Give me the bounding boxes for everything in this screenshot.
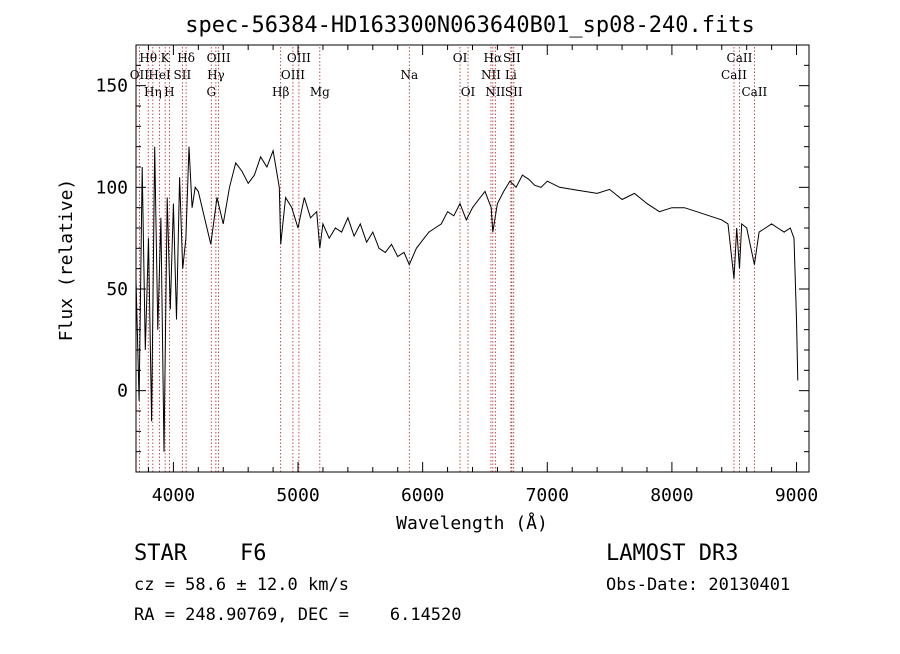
spectral-line-caii-label: CaII	[721, 68, 747, 82]
chart-title: spec-56384-HD163300N063640B01_sp08-240.f…	[185, 13, 755, 38]
ra-dec-coordinates: RA = 248.90769, DEC = 6.14520	[134, 605, 462, 625]
y-tick-label: 100	[95, 177, 128, 198]
flux-series-line	[135, 146, 799, 452]
x-tick-label: 4000	[152, 485, 195, 506]
y-tick-label: 0	[117, 381, 128, 402]
spectral-line-hθ-label: Hθ	[139, 51, 157, 65]
survey-name: LAMOST DR3	[606, 541, 738, 566]
x-axis-label: Wavelength (Å)	[396, 512, 548, 534]
spectral-line-li-label: Li	[505, 68, 517, 82]
object-class: STAR	[134, 541, 188, 566]
spectral-line-hei-label: HeI	[148, 68, 171, 82]
object-subclass: F6	[240, 541, 267, 566]
spectral-line-hδ-label: Hδ	[177, 51, 195, 65]
redshift-cz: cz = 58.6 ± 12.0 km/s	[134, 575, 349, 595]
plot-frame	[135, 44, 810, 473]
x-tick-label: 5000	[276, 485, 319, 506]
spectral-line-oi-label: OI	[453, 51, 468, 65]
spectral-line-k-label: K	[161, 51, 171, 65]
spectral-line-na-label: Na	[400, 68, 418, 82]
spectral-line-sii-label: SII	[503, 51, 521, 65]
spectral-line-sii-label: SII	[174, 68, 192, 82]
y-axis-label: Flux (relative)	[56, 179, 77, 342]
observation-date: Obs-Date: 20130401	[606, 575, 790, 595]
spectral-line-hβ-label: Hβ	[272, 85, 289, 99]
spectral-line-g-label: G	[206, 85, 216, 99]
spectral-line-oii-label: OII	[130, 68, 150, 82]
spectral-line-hα-label: Hα	[484, 51, 503, 65]
spectral-line-h-label: H	[164, 85, 174, 99]
spectral-line-hγ-label: Hγ	[207, 68, 225, 82]
spectral-line-markers	[138, 47, 755, 472]
x-tick-label: 9000	[775, 485, 818, 506]
spectral-line-labels: OIIHθHηHeIKHSIIHδGHγOIIIHβOIIIOIIIMgNaOI…	[130, 51, 768, 99]
y-axis-ticks: 0 50 100 150	[95, 44, 809, 453]
spectral-line-oi-label: OI	[461, 85, 476, 99]
spectral-line-hη-label: Hη	[144, 85, 162, 99]
spectral-line-sii-label: SII	[505, 85, 523, 99]
x-tick-label: 8000	[650, 485, 693, 506]
spectral-line-nii-label: NII	[485, 85, 505, 99]
y-tick-label: 50	[106, 279, 128, 300]
x-tick-label: 7000	[526, 485, 569, 506]
spectral-line-oiii-label: OIII	[281, 68, 305, 82]
spectral-line-oiii-label: OIII	[287, 51, 311, 65]
x-axis-ticks: 4000 5000 6000 7000 8000 9000	[147, 45, 818, 506]
y-tick-label: 150	[95, 76, 128, 97]
spectral-line-mg-label: Mg	[310, 85, 330, 99]
spectral-line-caii-label: CaII	[727, 51, 753, 65]
spectral-line-nii-label: NII	[481, 68, 501, 82]
spectral-line-caii-label: CaII	[741, 85, 767, 99]
x-tick-label: 6000	[401, 485, 444, 506]
spectral-line-oiii-label: OIII	[207, 51, 231, 65]
